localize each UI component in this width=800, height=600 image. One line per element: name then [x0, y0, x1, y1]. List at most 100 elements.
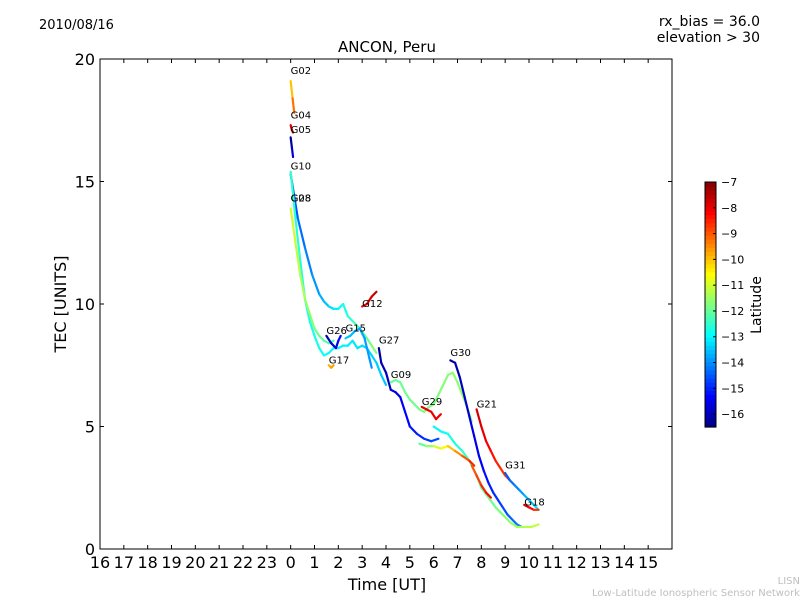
colorbar-segment [705, 222, 716, 228]
colorbar-segment [705, 422, 716, 428]
colorbar-tick-label: −7 [721, 176, 737, 189]
colorbar-segment [705, 280, 716, 285]
colorbar-segment [705, 398, 716, 404]
colorbar-segment [705, 206, 716, 212]
series-line-g09 [403, 391, 411, 401]
series-line-g08 [380, 373, 388, 386]
series-line-g08 [375, 361, 383, 377]
series-line-g01 [446, 432, 457, 445]
series-line-g27 [408, 425, 419, 435]
series-line-g26 [337, 334, 342, 342]
colorbar-segment [705, 333, 716, 338]
x-tick-label: 10 [519, 553, 539, 572]
series-line-g27 [415, 432, 426, 440]
series-line-g08 [289, 170, 297, 220]
colorbar-segment [705, 255, 716, 261]
series-line-g30 [473, 435, 481, 457]
colorbar-segment [705, 324, 716, 330]
colorbar-segment [705, 247, 716, 253]
series-line-g10 [322, 300, 330, 308]
series-line-g08 [308, 320, 316, 337]
series-line-g11 [461, 454, 471, 462]
x-tick-label: 7 [452, 553, 462, 572]
colorbar-segment [705, 243, 716, 248]
colorbar-segment [705, 210, 716, 216]
colorbar-tick-label: −15 [721, 382, 744, 395]
colorbar-segment [705, 402, 716, 408]
series-line-g08 [351, 339, 359, 350]
series-line-g11 [439, 445, 450, 450]
series-line-g09 [408, 398, 416, 406]
colorbar-segment [705, 341, 716, 346]
series-line-g01 [487, 496, 497, 509]
y-tick-label: 0 [85, 540, 95, 559]
series-line-g02 [289, 79, 294, 100]
series-label-g29: G29 [422, 397, 442, 408]
colorbar-segment [705, 292, 716, 297]
series-line-g29 [434, 413, 442, 421]
series-line-g30 [511, 518, 519, 526]
series-line-g09 [437, 383, 445, 396]
colorbar-tick-label: −8 [721, 202, 737, 215]
x-tick-label: 2 [333, 553, 343, 572]
series-label-g08: G08 [291, 194, 311, 205]
series-line-g21 [480, 425, 488, 443]
x-tick-label: 5 [405, 553, 415, 572]
series-line-g30 [463, 396, 471, 418]
series-label-g15: G15 [345, 323, 365, 334]
series-line-g11 [454, 449, 464, 457]
series-label-g02: G02 [291, 66, 311, 77]
colorbar-segment [705, 214, 716, 220]
series-line-g10 [303, 246, 314, 276]
colorbar-segment [705, 329, 716, 334]
colorbar-segment [705, 320, 716, 326]
colorbar-segment [705, 263, 716, 269]
x-tick-label: 13 [590, 553, 610, 572]
series-line-g32 [485, 491, 492, 499]
series-line-g32 [470, 464, 478, 477]
series-line-g30 [501, 506, 509, 516]
series-label-g26: G26 [326, 326, 346, 337]
series-line-g08 [313, 334, 321, 350]
series-line-g31 [513, 484, 521, 492]
series-line-g09 [399, 381, 407, 394]
y-axis-label: TEC [UNITS] [51, 256, 70, 354]
plot-area: 16 17 18 19 20 21 22 23 0 1 2 3 4 5 6 7 8 9 10 11 12 13 14 1505… [75, 50, 673, 572]
series-line-g26 [334, 339, 340, 350]
colorbar-segment [705, 267, 716, 273]
series-line-g27 [399, 396, 407, 413]
plot-frame [99, 58, 673, 550]
series-label-g04: G04 [291, 110, 311, 121]
colorbar-segment [705, 410, 716, 416]
colorbar-segment [705, 198, 716, 204]
series-line-g04 [290, 128, 295, 134]
series-line-g27 [423, 437, 433, 443]
series-line-g28 [318, 334, 326, 342]
colorbar-segment [705, 308, 716, 314]
series-line-g32 [480, 484, 488, 494]
series-line-g30 [487, 481, 495, 494]
colorbar-tick-label: −14 [721, 357, 744, 370]
series-line-g10 [370, 344, 378, 355]
series-label-g28: G28 [291, 194, 311, 205]
series-line-g31 [527, 498, 535, 506]
colorbar-segment [705, 284, 716, 289]
colorbar-segment [705, 378, 716, 383]
x-tick-label: 18 [137, 553, 157, 572]
x-tick-label: 4 [381, 553, 391, 572]
colorbar-segment [705, 271, 716, 277]
x-tick-label: 0 [286, 553, 296, 572]
series-line-g30 [477, 454, 485, 472]
series-line-g08 [294, 217, 302, 261]
series-label-g12: G12 [362, 299, 382, 310]
series-line-g09 [451, 371, 459, 384]
x-tick-label: 8 [476, 553, 486, 572]
colorbar-segment [705, 296, 716, 302]
series-line-g28 [308, 312, 316, 330]
series-line-g01 [501, 513, 512, 524]
chart-title: ANCON, Peru [338, 38, 436, 56]
series-line-g01 [494, 506, 504, 516]
colorbar-segment [705, 349, 716, 355]
colorbar-segment [705, 202, 716, 208]
